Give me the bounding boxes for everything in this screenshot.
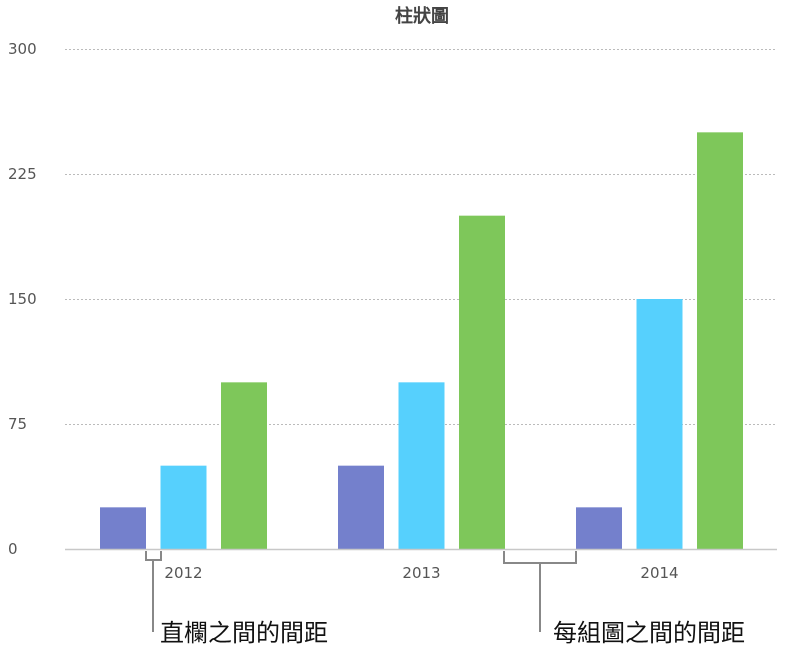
bar-2012-series-2 bbox=[160, 465, 207, 549]
y-tick-label: 75 bbox=[8, 415, 27, 433]
x-tick-label: 2014 bbox=[640, 564, 678, 582]
bar-2014-series-3 bbox=[697, 132, 743, 550]
bar-2013-series-2 bbox=[398, 382, 445, 549]
chart-title: 柱狀圖 bbox=[395, 5, 449, 27]
group-spacing-bracket bbox=[503, 551, 577, 632]
bar-2013-series-1 bbox=[338, 465, 384, 549]
x-tick-label: 2012 bbox=[164, 564, 202, 582]
column-spacing-label: 直欄之間的間距 bbox=[160, 619, 328, 647]
bar-2012-series-3 bbox=[221, 382, 267, 549]
bar-2014-series-1 bbox=[576, 507, 622, 549]
column-spacing-bracket bbox=[145, 551, 162, 632]
column-spacing-callout bbox=[145, 551, 162, 632]
y-tick-label: 0 bbox=[8, 540, 18, 558]
y-tick-label: 225 bbox=[8, 165, 37, 183]
y-tick-label: 300 bbox=[8, 40, 37, 58]
bar-2012-series-1 bbox=[100, 507, 146, 549]
y-tick-label: 150 bbox=[8, 290, 37, 308]
bar-2014-series-2 bbox=[636, 299, 683, 549]
group-spacing-callout bbox=[503, 551, 577, 632]
group-spacing-label: 每組圖之間的間距 bbox=[553, 619, 745, 647]
bar-2013-series-3 bbox=[459, 215, 505, 549]
x-tick-label: 2013 bbox=[402, 564, 440, 582]
